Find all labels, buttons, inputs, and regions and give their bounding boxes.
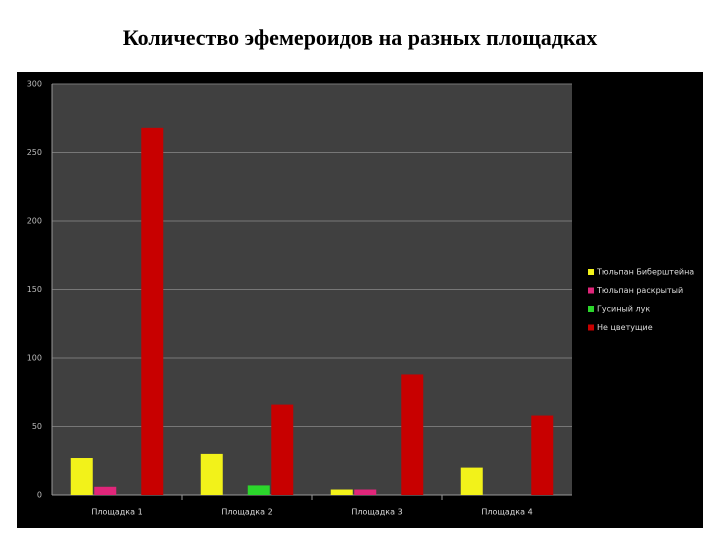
bar [200,453,223,495]
bar [401,374,424,495]
y-tick-label: 100 [27,354,42,363]
bar [94,486,117,495]
y-tick-label: 0 [37,491,42,500]
legend-swatch [588,287,594,294]
bar [330,489,353,495]
legend-label: Не цветущие [597,323,653,332]
y-tick-label: 150 [27,285,42,294]
x-tick-label: Площадка 3 [351,508,402,517]
legend-swatch [588,324,594,331]
y-tick-label: 300 [27,80,42,89]
legend-label: Гусиный лук [597,305,650,314]
y-tick-label: 50 [32,422,42,431]
bar [141,127,164,495]
x-tick-label: Площадка 1 [91,508,142,517]
bar [70,458,93,495]
legend-swatch [588,306,594,312]
y-tick-label: 250 [27,148,42,157]
legend-label: Тюльпан раскрытый [596,286,683,295]
bar [247,485,270,495]
bar [271,404,294,495]
y-tick-label: 200 [27,217,42,226]
legend-swatch [588,269,594,275]
x-tick-label: Площадка 4 [481,508,532,517]
bar [354,489,377,495]
x-tick-label: Площадка 2 [221,508,272,517]
bar [531,415,554,495]
chart-title: Количество эфемероидов на разных площадк… [123,25,597,50]
bar [460,467,483,495]
legend-label: Тюльпан Биберштейна [596,268,694,277]
